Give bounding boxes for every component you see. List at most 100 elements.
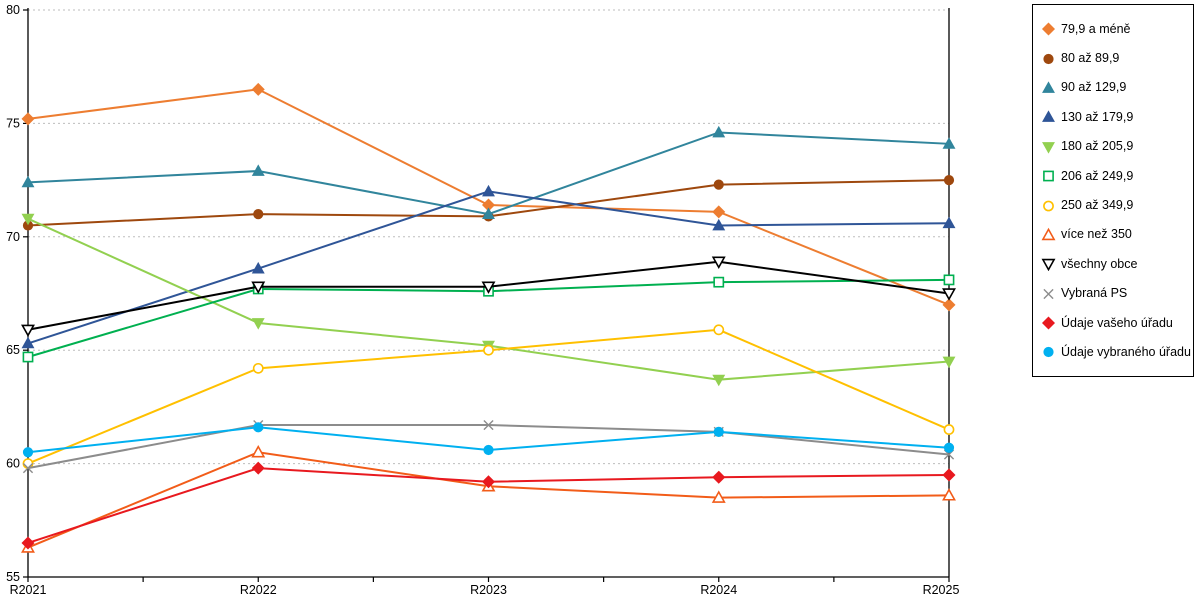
data-point-90-az-129-9-R2023	[482, 207, 495, 220]
data-point-udaje-vybraneho-uradu-R2023	[483, 444, 494, 456]
chart-legend: 79,9 a méně 80 až 89,9 90 až 129,9 130 až 1…	[1032, 4, 1194, 377]
legend-marker-circle-icon	[1043, 53, 1054, 64]
legend-marker-shape	[1041, 22, 1056, 36]
data-point-udaje-vybraneho-uradu-R2022	[253, 422, 264, 433]
data-point-130-az-179-9-R2025	[942, 216, 956, 229]
data-point-180-az-205-9-R2021	[21, 213, 35, 226]
data-point-79-9-a-mene-R2021	[21, 112, 35, 126]
legend-marker-triangle-down-icon	[1042, 141, 1055, 154]
legend-marker-triangle-up-icon	[1041, 227, 1056, 241]
legend-marker-circle-icon	[1043, 347, 1054, 358]
legend-item-vybrana-ps[interactable]: Vybraná PS	[1041, 279, 1187, 308]
data-point-vsechny-obce-R2025	[942, 288, 956, 301]
legend-item-vice-nez-350[interactable]: více než 350	[1041, 220, 1187, 249]
legend-label: 206 až 249,9	[1061, 168, 1134, 183]
legend-item-udaje-vaseho-uradu[interactable]: Údaje vašeho úřadu	[1041, 308, 1187, 337]
legend-item-udaje-vybraneho-uradu[interactable]: Údaje vybraného úřadu	[1041, 337, 1191, 366]
legend-item-79-9-a-mene[interactable]: 79,9 a méně	[1041, 14, 1187, 43]
data-point-90-az-129-9-R2022	[251, 164, 265, 176]
data-point-80-az-89-9-R2025	[943, 175, 955, 186]
legend-item-80-az-89-9[interactable]: 80 až 89,9	[1041, 43, 1187, 72]
legend-marker-shape	[1043, 288, 1054, 299]
legend-marker-shape	[1041, 227, 1056, 241]
data-point-vybrana-ps-R2021	[22, 463, 34, 474]
data-point-80-az-89-9-R2024	[713, 179, 724, 190]
data-point-vsechny-obce-R2022	[251, 281, 266, 294]
y-tick-label-55: 55	[6, 570, 20, 584]
y-tick-label-80: 80	[6, 3, 20, 17]
series-udaje-vybraneho-uradu	[22, 422, 955, 458]
data-point-udaje-vaseho-uradu-R2024	[712, 470, 726, 484]
data-point-180-az-205-9-R2022	[251, 318, 265, 330]
legend-marker-circle-icon	[1043, 200, 1054, 211]
legend-marker-triangle-up-icon	[1042, 81, 1055, 93]
data-point-79-9-a-mene-R2025	[942, 298, 956, 312]
data-point-udaje-vybraneho-uradu-R2021	[22, 447, 34, 458]
legend-marker-shape	[1043, 170, 1054, 182]
data-point-206-az-249-9-R2021	[22, 351, 34, 363]
legend-item-180-az-205-9[interactable]: 180 až 205,9	[1041, 132, 1187, 161]
data-point-250-az-349-9-R2023	[483, 344, 494, 356]
legend-label: 79,9 a méně	[1061, 21, 1131, 36]
legend-label: 90 až 129,9	[1061, 80, 1127, 95]
legend-marker-square-icon	[1043, 170, 1054, 182]
x-tick-label-R2025: R2025	[923, 583, 960, 597]
legend-marker-x-icon	[1043, 288, 1054, 299]
series-vsechny-obce	[21, 256, 956, 338]
legend-label: Údaje vybraného úřadu	[1061, 344, 1191, 359]
legend-label: 130 až 179,9	[1061, 109, 1134, 124]
data-point-vsechny-obce-R2021	[21, 324, 35, 338]
series-line-79-9-a-mene	[27, 88, 950, 306]
legend-marker-shape	[1043, 347, 1054, 358]
legend-marker-diamond-icon	[1041, 22, 1056, 36]
legend-item-vsechny-obce[interactable]: všechny obce	[1041, 249, 1187, 278]
data-point-206-az-249-9-R2025	[943, 274, 955, 286]
legend-label: 180 až 205,9	[1061, 139, 1134, 154]
data-point-180-az-205-9-R2024	[712, 374, 726, 387]
legend-marker-shape	[1043, 53, 1054, 64]
data-point-udaje-vybraneho-uradu-R2024	[713, 426, 724, 437]
data-point-udaje-vaseho-uradu-R2025	[942, 468, 956, 482]
legend-item-206-az-249-9[interactable]: 206 až 249,9	[1041, 161, 1187, 190]
legend-marker-shape	[1041, 316, 1056, 330]
legend-item-90-az-129-9[interactable]: 90 až 129,9	[1041, 73, 1187, 102]
data-point-vsechny-obce-R2024	[711, 256, 726, 269]
data-point-90-az-129-9-R2024	[712, 125, 726, 138]
data-point-130-az-179-9-R2023	[482, 184, 495, 197]
legend-label: Vybraná PS	[1061, 286, 1128, 301]
data-point-udaje-vaseho-uradu-R2023	[481, 475, 496, 489]
x-tick-label-R2021: R2021	[10, 583, 47, 597]
series-130-az-179-9	[21, 184, 956, 349]
legend-marker-shape	[1042, 81, 1055, 93]
x-tick-label-R2024: R2024	[700, 583, 737, 597]
data-point-250-az-349-9-R2022	[252, 362, 264, 374]
legend-marker-shape	[1042, 110, 1055, 123]
data-point-udaje-vaseho-uradu-R2022	[251, 461, 265, 475]
data-point-206-az-249-9-R2024	[713, 276, 725, 288]
data-point-130-az-179-9-R2024	[712, 218, 726, 231]
data-point-udaje-vybraneho-uradu-R2025	[943, 442, 955, 453]
legend-label: 80 až 89,9	[1061, 51, 1120, 66]
data-point-79-9-a-mene-R2024	[712, 205, 726, 219]
y-tick-label-60: 60	[6, 457, 20, 471]
data-point-250-az-349-9-R2024	[713, 324, 725, 336]
data-point-vybrana-ps-R2023	[483, 419, 494, 431]
legend-label: 250 až 349,9	[1061, 198, 1134, 213]
data-point-vice-nez-350-R2025	[942, 488, 956, 501]
data-point-vsechny-obce-R2023	[481, 281, 496, 294]
legend-marker-diamond-icon	[1041, 316, 1056, 330]
series-79-9-a-mene	[21, 82, 956, 312]
legend-item-130-az-179-9[interactable]: 130 až 179,9	[1041, 102, 1187, 131]
data-point-90-az-129-9-R2021	[21, 175, 35, 188]
data-point-130-az-179-9-R2022	[251, 261, 265, 274]
y-tick-label-65: 65	[6, 343, 20, 357]
series-90-az-129-9	[21, 125, 956, 220]
data-point-80-az-89-9-R2022	[253, 209, 264, 220]
data-point-vice-nez-350-R2022	[251, 445, 266, 458]
legend-item-250-az-349-9[interactable]: 250 až 349,9	[1041, 190, 1187, 219]
legend-marker-shape	[1041, 259, 1056, 272]
data-point-90-az-129-9-R2025	[942, 137, 956, 149]
y-tick-label-70: 70	[6, 230, 20, 244]
